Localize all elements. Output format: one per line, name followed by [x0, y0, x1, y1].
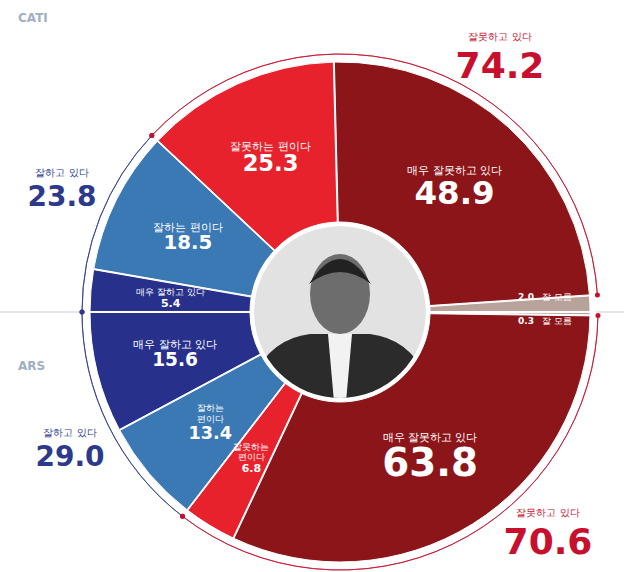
group-name: 잘하고 있다 [43, 427, 96, 438]
divider [596, 312, 624, 313]
slice-label: 0.3 잘 모름 [518, 316, 572, 326]
ring-dot [149, 133, 154, 138]
slice-value: 13.4 [189, 423, 232, 443]
ring-dot [80, 310, 85, 315]
slice-value: 6.8 [242, 462, 262, 475]
chart-svg: CATI매우 잘하고 있다5.4잘하는 편이다18.5잘못하는 편이다25.3매… [0, 0, 624, 572]
slice-name: 잘하는편이다 [197, 403, 224, 424]
group-value: 70.6 [504, 521, 593, 562]
slice-value: 25.3 [243, 150, 299, 176]
group-name: 잘하고 있다 [35, 167, 88, 178]
slice-value: 18.5 [163, 231, 212, 254]
group-ring [183, 315, 598, 570]
ring-dot [595, 292, 600, 297]
slice-value: 0.3 [518, 316, 534, 326]
group-ring [82, 312, 183, 516]
portrait-shirt [328, 334, 352, 402]
slice-value: 15.6 [152, 349, 198, 370]
slice-label: 2.0 잘 모름 [518, 292, 572, 302]
portrait-suit [245, 334, 435, 402]
slice-name: 잘못하는편이다 [233, 442, 269, 463]
group-value: 29.0 [35, 440, 104, 473]
ring-dot [180, 514, 185, 519]
slice-value: 63.8 [382, 440, 478, 485]
slice [430, 313, 590, 315]
portrait-head [310, 254, 370, 334]
slice-value: 2.0 [518, 292, 534, 302]
slice-name: 잘 모름 [542, 292, 572, 302]
group-value: 74.2 [456, 45, 545, 86]
group-ring [82, 136, 152, 312]
donut-1: ARS매우 잘하고 있다15.6잘하는편이다13.4잘못하는편이다6.8매우 잘… [18, 310, 600, 570]
slice-value: 48.9 [415, 174, 495, 212]
chart-title: ARS [18, 359, 45, 373]
ring-dot [80, 310, 85, 315]
slice-value: 5.4 [161, 297, 181, 310]
chart-title: CATI [18, 11, 48, 25]
portrait [245, 226, 435, 402]
slice-name: 잘 모름 [542, 316, 572, 326]
ring-dot [595, 313, 600, 318]
ring-dot [180, 514, 185, 519]
divider [0, 312, 84, 313]
group-value: 23.8 [27, 180, 96, 213]
group-name: 잘못하고 있다 [516, 507, 579, 518]
portrait-hair [309, 259, 371, 284]
ring-dot [149, 133, 154, 138]
group-name: 잘못하고 있다 [468, 31, 531, 42]
chart-container: CATI매우 잘하고 있다5.4잘하는 편이다18.5잘못하는 편이다25.3매… [0, 0, 624, 572]
